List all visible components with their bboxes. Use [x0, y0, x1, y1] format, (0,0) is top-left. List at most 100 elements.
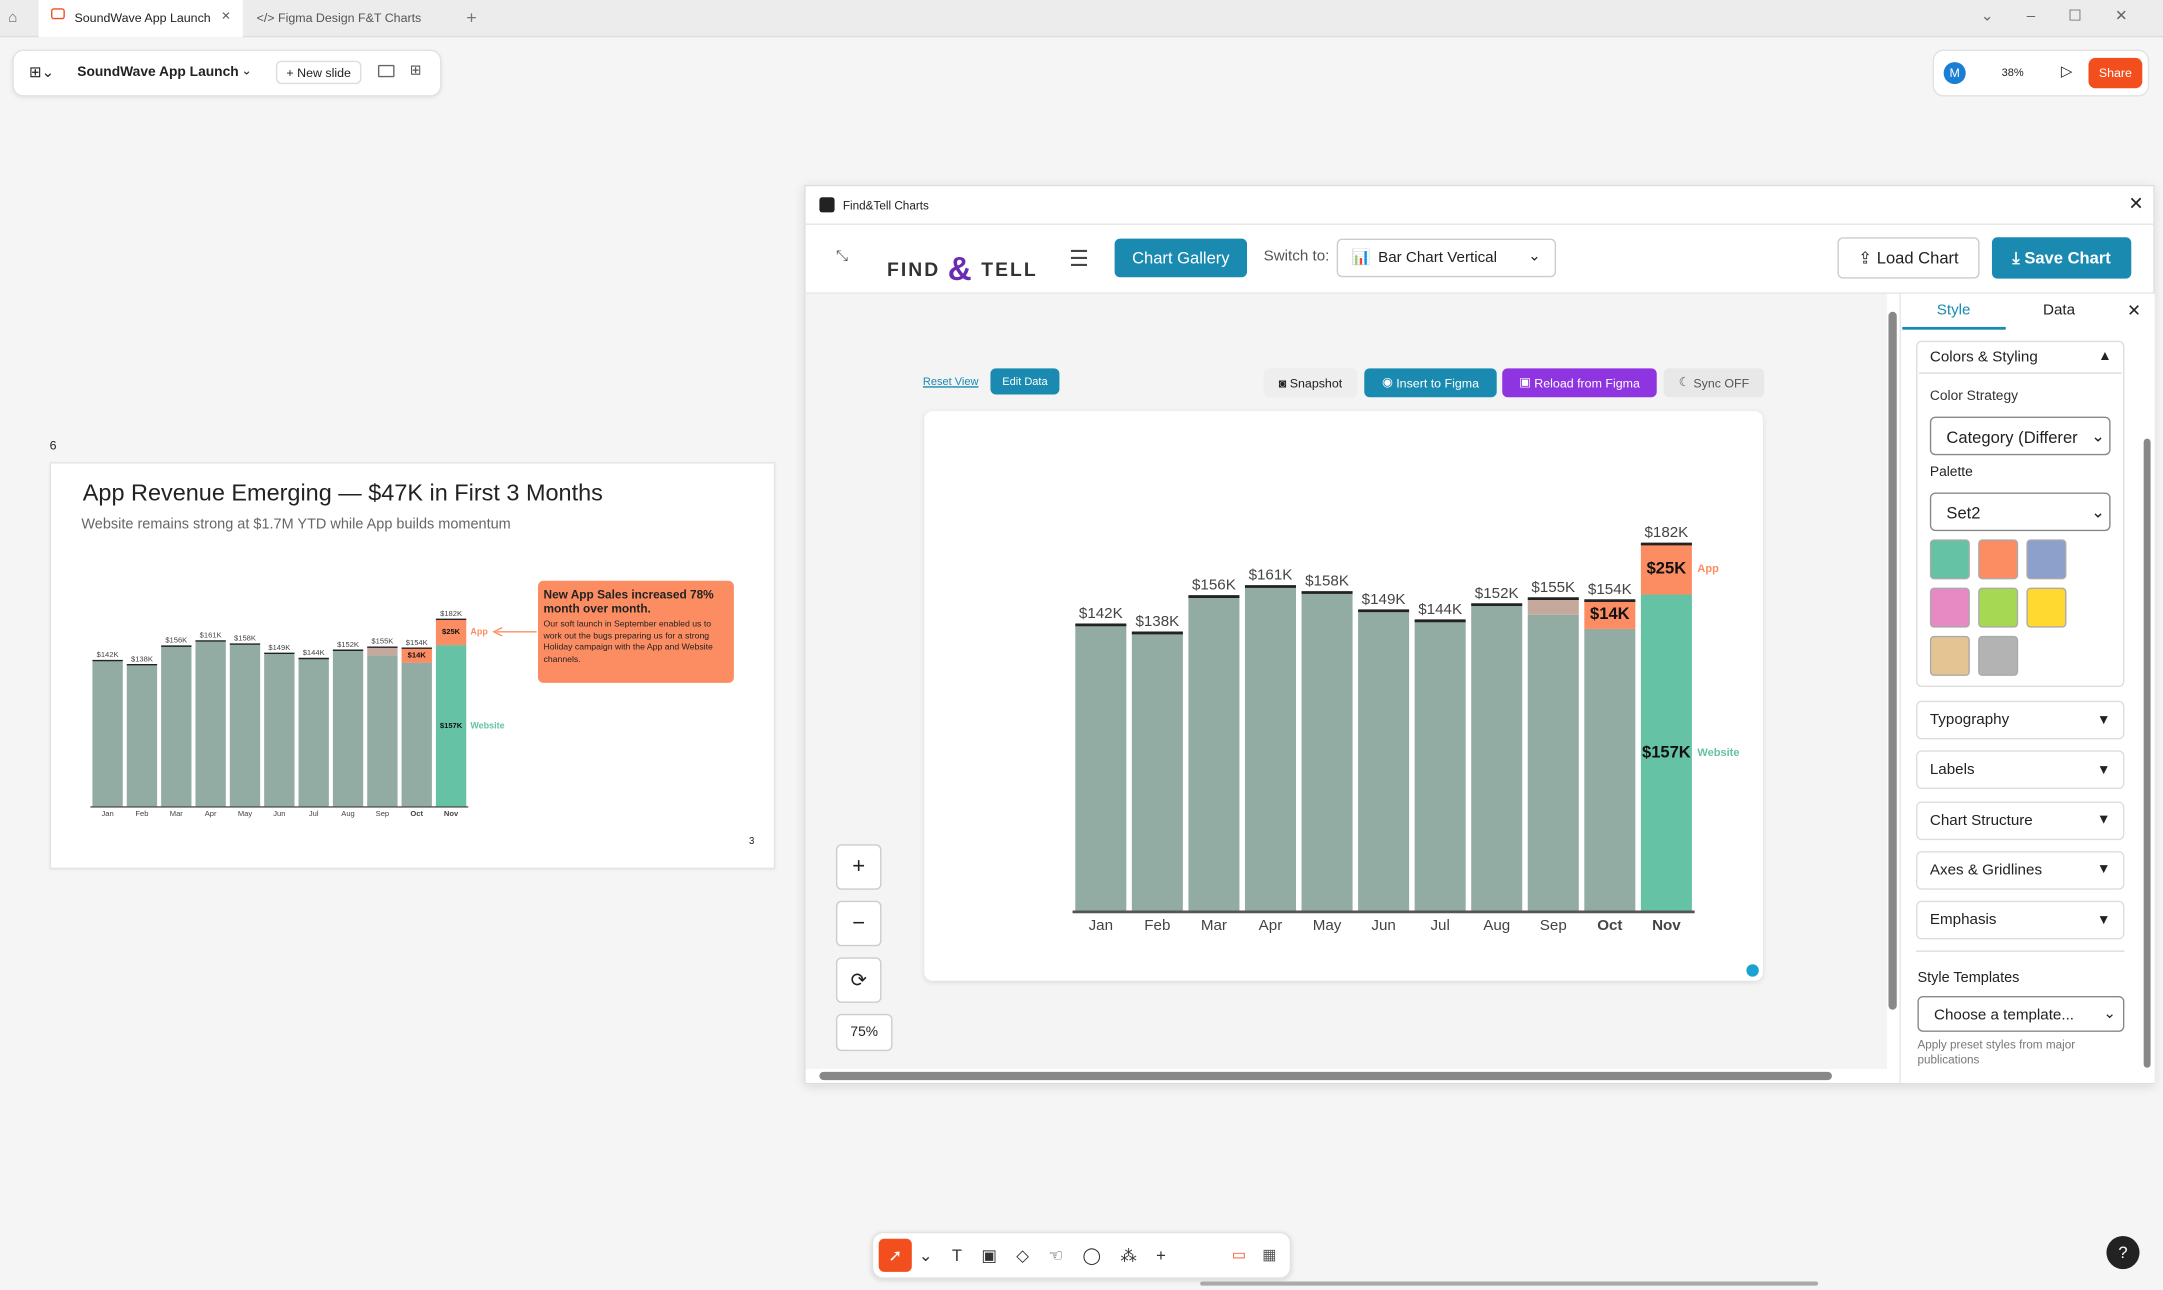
- select-value: Choose a template...: [1934, 1007, 2075, 1024]
- tool-icons[interactable]: ⌄T▣◇☜◯⁂+: [918, 1245, 1186, 1265]
- swatch[interactable]: [1978, 635, 2019, 676]
- share-button[interactable]: Share: [2088, 57, 2143, 89]
- swatch[interactable]: [1978, 539, 2019, 580]
- slide-subtitle: Website remains strong at $1.7M YTD whil…: [81, 515, 511, 533]
- section-header[interactable]: Axes & Gridlines ▼: [1916, 850, 2125, 890]
- home-icon[interactable]: ⌂: [8, 9, 18, 27]
- swatch[interactable]: [2026, 587, 2067, 628]
- field-label: Palette: [1929, 464, 1973, 481]
- file-name[interactable]: SoundWave App Launch: [77, 64, 239, 81]
- section-title: Typography: [1929, 711, 2010, 729]
- avatar[interactable]: M: [1943, 62, 1966, 85]
- select-value: Set2: [1946, 503, 1981, 523]
- select[interactable]: Category (Differer ⌄: [1929, 416, 2111, 456]
- new-tab[interactable]: +: [466, 6, 477, 28]
- plugin-icon: [819, 197, 835, 213]
- snapshot[interactable]: ◙ Snapshot: [1263, 368, 1358, 398]
- close-button[interactable]: ✕: [2128, 193, 2144, 214]
- table-tool[interactable]: ▦: [1262, 1247, 1277, 1264]
- window-controls[interactable]: ⌄–☐✕: [1980, 8, 2161, 25]
- canvas-zoom: 75%: [835, 1013, 893, 1052]
- present[interactable]: ▷: [2060, 63, 2073, 81]
- insert-figma[interactable]: ◉ Insert to Figma: [1364, 368, 1497, 398]
- section-title: Axes & Gridlines: [1929, 862, 2043, 879]
- logo: FIND & TELL: [886, 247, 1038, 289]
- chart-type: Bar Chart Vertical: [1378, 249, 1497, 267]
- reload-figma[interactable]: ▣ Reload from Figma: [1502, 368, 1657, 398]
- zoom-in[interactable]: +: [835, 844, 882, 890]
- tools: [871, 1231, 1292, 1279]
- tab-label: SoundWave App Launch: [74, 11, 211, 25]
- panel-close[interactable]: ✕: [2127, 300, 2142, 321]
- page-number: 3: [749, 837, 755, 847]
- section-header[interactable]: Emphasis ▼: [1916, 901, 2125, 940]
- slide-number: 6: [49, 438, 57, 453]
- zoom-level[interactable]: 38%: [2001, 66, 2024, 79]
- section-title: Chart Structure: [1929, 811, 2033, 829]
- hint: Apply preset styles from major publicati…: [1917, 1037, 2076, 1067]
- logo-amp: &: [947, 251, 974, 289]
- callout-body: Our soft launch in September enabled us …: [543, 619, 713, 665]
- swatch[interactable]: [1929, 635, 1970, 676]
- section-header[interactable]: Typography ▼: [1916, 700, 2125, 740]
- reset-zoom[interactable]: ⟳: [835, 957, 882, 1003]
- sync[interactable]: ☾ Sync OFF: [1663, 368, 1765, 398]
- section-header[interactable]: Labels ▼: [1916, 750, 2125, 790]
- panel-tab[interactable]: Data: [2042, 302, 2076, 319]
- section-title[interactable]: Colors & Styling: [1929, 349, 2038, 366]
- callout: New App Sales increased 78% month over m…: [537, 580, 734, 683]
- swatch[interactable]: [1929, 539, 1970, 580]
- swatch[interactable]: [1929, 587, 1970, 628]
- save-label: Save Chart: [2024, 248, 2111, 268]
- tab[interactable]: SoundWave App Launch ×: [38, 0, 243, 38]
- select[interactable]: Choose a template... ⌄: [1917, 995, 2125, 1032]
- section-title: Labels: [1929, 761, 1975, 779]
- callout-heading: New App Sales increased 78% month over m…: [543, 587, 714, 616]
- new-slide[interactable]: + New slide: [275, 60, 362, 85]
- tab-bar: [0, 0, 2163, 38]
- colors-section: [1916, 340, 2125, 687]
- chart-type-select[interactable]: Bar Chart Vertical 📊 ⌄: [1336, 238, 1557, 278]
- resize-handle[interactable]: [1746, 964, 1759, 977]
- edit-data[interactable]: Edit Data: [990, 368, 1060, 395]
- view-grid[interactable]: ⊞: [409, 63, 422, 79]
- load-label: Load Chart: [1876, 248, 1959, 268]
- panel-tab[interactable]: Style: [1936, 302, 1971, 319]
- new-slide-label: New slide: [297, 65, 351, 80]
- insert-label: Insert to Figma: [1396, 375, 1480, 390]
- switch-label: Switch to:: [1263, 248, 1330, 265]
- select-value: Category (Differer: [1946, 427, 2078, 447]
- move-tool[interactable]: ➚: [878, 1238, 912, 1272]
- chart-gallery[interactable]: Chart Gallery: [1114, 238, 1248, 278]
- reset-view[interactable]: Reset View: [922, 375, 979, 388]
- v-scrollbar[interactable]: [1888, 311, 1897, 1010]
- figma-menu[interactable]: ⊞⌄: [28, 64, 55, 82]
- zoom-out[interactable]: −: [835, 900, 882, 947]
- field-label: Style Templates: [1917, 969, 2020, 987]
- help[interactable]: ?: [2106, 1235, 2140, 1270]
- menu[interactable]: ☰: [1069, 248, 1089, 272]
- reload-label: Reload from Figma: [1534, 375, 1640, 390]
- chart-card: [924, 411, 1763, 981]
- snapshot-label: Snapshot: [1289, 375, 1343, 390]
- section-header[interactable]: Chart Structure ▼: [1916, 800, 2125, 840]
- h-scrollbar[interactable]: [819, 1071, 1832, 1081]
- file-toolbar: [12, 49, 442, 97]
- sync-label: Sync OFF: [1693, 375, 1750, 390]
- logo-left: FIND: [886, 257, 941, 281]
- slide-tool[interactable]: ▭: [1231, 1247, 1247, 1264]
- tab[interactable]: </> Figma Design F&T Charts: [256, 11, 422, 25]
- field-label: Color Strategy: [1929, 389, 2019, 405]
- load-chart[interactable]: ⇪ Load Chart: [1837, 237, 1980, 279]
- panel-scrollbar[interactable]: [2143, 438, 2151, 1068]
- section-title: Emphasis: [1929, 912, 1997, 929]
- select[interactable]: Set2 ⌄: [1929, 492, 2111, 532]
- swatch[interactable]: [1978, 587, 2019, 628]
- view-single[interactable]: [377, 64, 395, 78]
- collapse[interactable]: ⤡: [835, 248, 849, 265]
- swatch[interactable]: [2026, 539, 2067, 580]
- window-title: Find&Tell Charts: [842, 198, 929, 213]
- save-chart[interactable]: ⤓ Save Chart: [1991, 237, 2132, 279]
